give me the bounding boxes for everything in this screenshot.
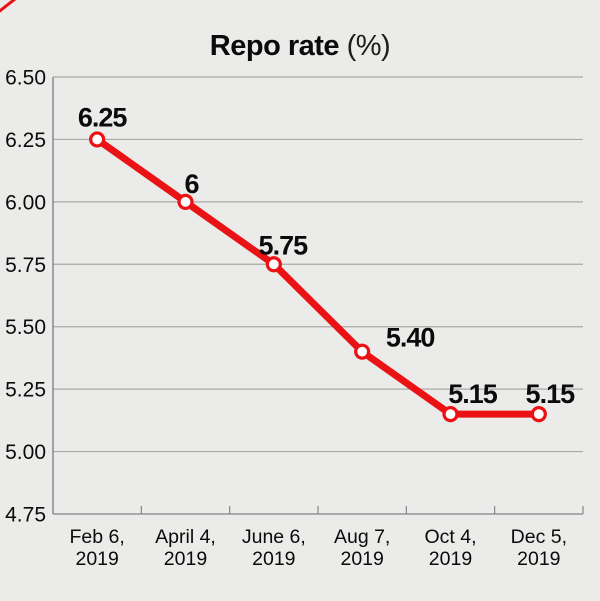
data-point-label: 5.75 xyxy=(259,230,309,260)
data-point-label: 5.15 xyxy=(448,379,498,409)
x-axis-label: 2019 xyxy=(164,548,207,570)
x-axis-label: Oct 4, xyxy=(424,526,476,548)
y-axis-tick-label: 6.50 xyxy=(5,67,46,90)
x-axis-label: April 4, xyxy=(155,526,216,548)
y-axis-tick-label: 4.75 xyxy=(5,504,46,527)
y-axis-tick-label: 5.00 xyxy=(5,441,46,464)
data-point-label: 6 xyxy=(184,169,199,199)
x-axis-label: 2019 xyxy=(429,548,472,570)
x-axis-label: Aug 7, xyxy=(334,526,390,548)
x-axis-label: Feb 6, xyxy=(70,526,125,548)
x-axis-label: Dec 5, xyxy=(511,526,567,548)
x-axis-label: 2019 xyxy=(340,548,383,570)
chart-title: Repo rate (%) xyxy=(0,30,600,63)
data-point-label: 5.40 xyxy=(386,323,435,353)
data-point-label: 6.25 xyxy=(78,102,128,132)
x-axis-label: 2019 xyxy=(252,548,295,570)
data-point xyxy=(530,406,547,423)
y-axis-tick-label: 5.50 xyxy=(5,316,46,339)
data-point xyxy=(265,256,282,273)
x-axis-label: June 6, xyxy=(242,526,306,548)
data-point xyxy=(442,406,459,423)
data-point-label: 5.15 xyxy=(526,379,576,409)
y-axis-tick-label: 6.00 xyxy=(5,191,46,214)
chart-title-text: Repo rate xyxy=(209,30,340,62)
chart-title-unit: (%) xyxy=(339,30,391,62)
y-axis-tick-label: 5.25 xyxy=(5,379,46,402)
x-axis-label: 2019 xyxy=(75,548,118,570)
y-axis-tick-label: 5.75 xyxy=(5,254,46,277)
data-point xyxy=(89,131,106,148)
data-point xyxy=(177,193,194,210)
y-axis-tick-label: 6.25 xyxy=(5,129,46,152)
x-axis-label: 2019 xyxy=(517,548,560,570)
data-point xyxy=(354,343,371,360)
trend-line xyxy=(93,135,543,418)
